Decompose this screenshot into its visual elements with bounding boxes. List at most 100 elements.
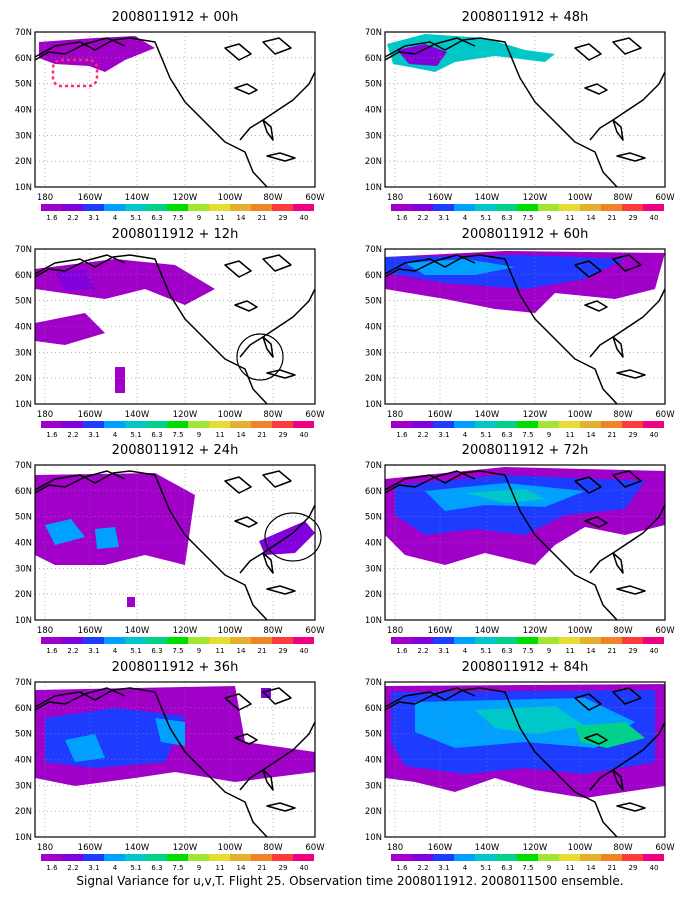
lon-tick-label: 160W: [428, 410, 453, 420]
lat-tick-label: 70N: [15, 678, 32, 688]
colorbar-swatch: [251, 204, 272, 211]
colorbar-label: 4: [463, 214, 468, 222]
colorbar-label: 11: [216, 214, 225, 222]
lat-tick-label: 60N: [365, 54, 382, 64]
colorbar-swatch: [643, 854, 664, 861]
colorbar-label: 1.6: [46, 864, 58, 872]
coastline: [589, 288, 665, 358]
map-frame: [34, 464, 316, 621]
colorbar-swatch: [538, 204, 559, 211]
colorbar-swatch: [125, 204, 146, 211]
colorbar-swatch: [412, 637, 433, 644]
lon-tick-label: 180: [37, 193, 53, 203]
lat-tick-label: 70N: [15, 461, 32, 471]
colorbar-label: 1.6: [396, 647, 408, 655]
lon-tick-label: 180: [387, 626, 403, 636]
lat-tick-label: 10N: [15, 400, 32, 410]
colorbar-swatch: [601, 204, 622, 211]
colorbar-swatch: [41, 421, 62, 428]
highlight-circle: [264, 512, 322, 562]
colorbar-label: 40: [650, 864, 659, 872]
variance-contour: [397, 44, 447, 66]
coastline: [266, 585, 296, 595]
colorbar-swatch: [601, 637, 622, 644]
map-frame: [384, 31, 666, 188]
lon-tick-label: 160W: [428, 193, 453, 203]
colorbar-swatch: [146, 421, 167, 428]
coastline: [612, 119, 624, 141]
map-frame: [384, 464, 666, 621]
colorbar-label: 1.6: [46, 647, 58, 655]
colorbar-label: 5.1: [480, 647, 491, 655]
colorbar-label: 21: [258, 214, 267, 222]
colorbar-label: 9: [197, 431, 201, 439]
coastline: [574, 260, 602, 278]
coastline: [239, 288, 315, 358]
colorbar-swatch: [622, 637, 643, 644]
coastline: [612, 336, 624, 358]
lon-tick-label: 120W: [173, 193, 198, 203]
colorbar-label: 7.5: [522, 864, 533, 872]
lon-tick-label: 140W: [475, 626, 500, 636]
colorbar-label: 5.1: [130, 214, 141, 222]
coastline: [385, 687, 618, 837]
colorbar-swatch: [433, 421, 454, 428]
lon-tick-label: 160W: [428, 626, 453, 636]
colorbar-swatch: [391, 854, 412, 861]
lon-tick-label: 120W: [173, 843, 198, 853]
coastline: [234, 516, 258, 528]
panel-title: 2008011912 + 00h: [112, 10, 239, 25]
colorbar-label: 4: [463, 431, 468, 439]
lat-tick-label: 10N: [15, 616, 32, 626]
colorbar-label: 1.6: [46, 214, 58, 222]
map-area: [385, 682, 665, 837]
colorbar-swatch: [622, 854, 643, 861]
panel-title: 2008011912 + 84h: [462, 660, 589, 675]
colorbar-swatch: [272, 421, 293, 428]
lat-tick-label: 10N: [15, 183, 32, 193]
colorbar-label: 14: [237, 214, 246, 222]
coastline: [239, 721, 315, 791]
lon-tick-label: 80W: [263, 410, 283, 420]
lat-tick-label: 20N: [15, 807, 32, 817]
colorbar-label: 5.1: [480, 214, 491, 222]
lon-tick-label: 120W: [523, 843, 548, 853]
coastline: [35, 687, 126, 711]
colorbar-swatch: [643, 204, 664, 211]
colorbar-label: 14: [587, 431, 596, 439]
variance-contour: [475, 706, 585, 734]
coastline: [262, 470, 292, 488]
colorbar-label: 29: [279, 647, 288, 655]
map-frame: [34, 681, 316, 838]
coastline: [385, 470, 476, 494]
lon-tick-label: 60W: [655, 193, 675, 203]
colorbar-label: 9: [197, 214, 201, 222]
coastline: [612, 687, 642, 705]
lat-tick-label: 50N: [365, 513, 382, 523]
colorbar-swatch: [391, 421, 412, 428]
lon-tick-label: 100W: [568, 410, 593, 420]
colorbar-label: 21: [608, 214, 617, 222]
map-area: [385, 249, 665, 404]
colorbar-swatch: [251, 637, 272, 644]
coastline: [612, 37, 642, 55]
colorbar-swatch: [62, 854, 83, 861]
lon-tick-label: 100W: [218, 193, 243, 203]
colorbar-swatch: [433, 204, 454, 211]
lon-tick-label: 140W: [125, 843, 150, 853]
coastline: [612, 769, 624, 791]
colorbar-label: 2.2: [417, 864, 428, 872]
colorbar-label: 3.1: [438, 431, 449, 439]
lon-tick-label: 120W: [523, 193, 548, 203]
lat-tick-label: 30N: [365, 348, 382, 358]
lat-tick-label: 50N: [15, 730, 32, 740]
lon-tick-label: 140W: [475, 843, 500, 853]
colorbar-label: 2.2: [417, 214, 428, 222]
variance-contour: [39, 36, 155, 72]
colorbar-label: 3.1: [88, 214, 99, 222]
lat-tick-label: 20N: [15, 374, 32, 384]
colorbar-swatch: [559, 421, 580, 428]
lon-tick-label: 160W: [428, 843, 453, 853]
panel-title: 2008011912 + 36h: [112, 660, 239, 675]
target-box: [51, 58, 99, 88]
